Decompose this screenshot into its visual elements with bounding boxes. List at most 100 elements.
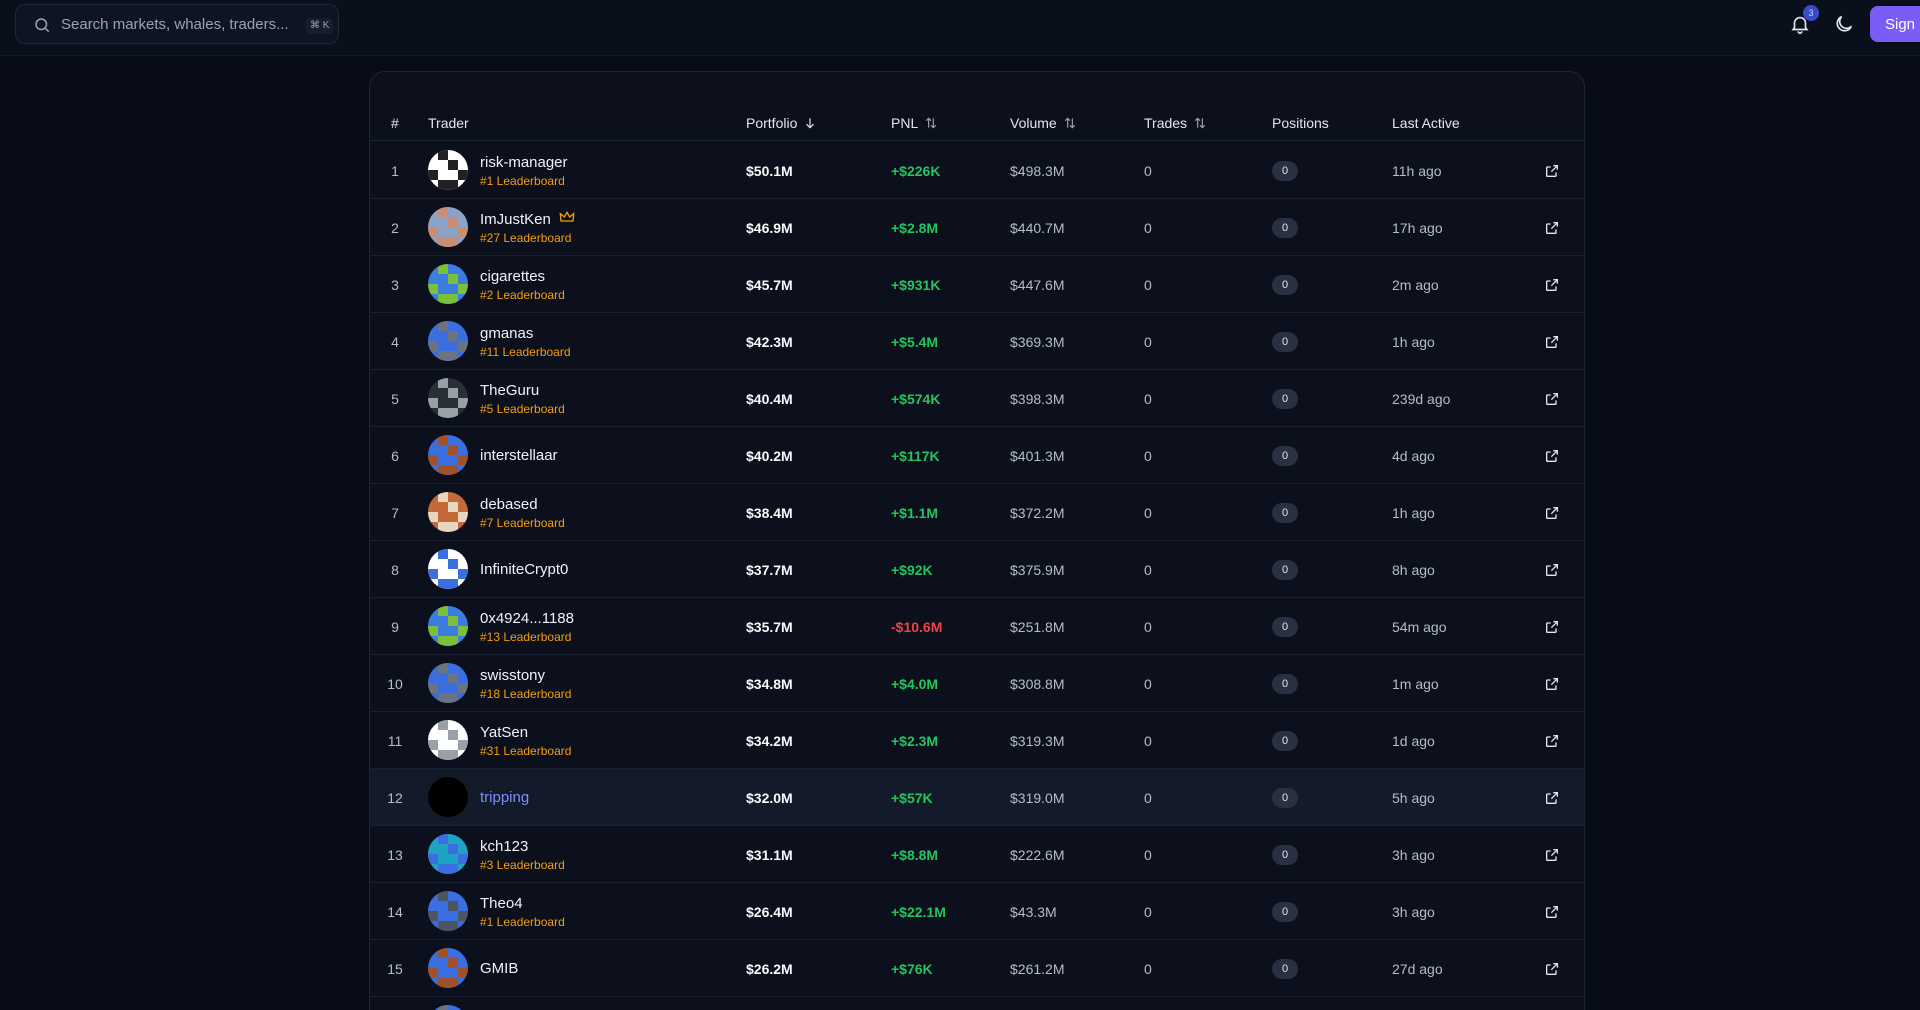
portfolio-value: $40.4M bbox=[746, 390, 793, 407]
pnl-value: +$574K bbox=[891, 390, 941, 407]
table-row[interactable]: 9 0x4924...1188 #13 Leaderboard $35.7M -$10.… bbox=[370, 598, 1584, 655]
table-row[interactable]: 7 debased #7 Leaderboard $38.4M +$1.1M $372.2… bbox=[370, 484, 1584, 541]
table-header: # Trader Portfolio PNL Volume Trades Pos… bbox=[370, 105, 1584, 141]
trader-name[interactable]: kch123 bbox=[480, 837, 529, 855]
search-input[interactable] bbox=[61, 5, 291, 43]
trader-name[interactable]: risk-manager bbox=[480, 153, 568, 171]
col-portfolio[interactable]: Portfolio bbox=[746, 115, 817, 131]
sort-icon bbox=[1194, 117, 1206, 129]
trader-name[interactable]: ImJustKen bbox=[480, 210, 551, 228]
trader-name-row: swisstony bbox=[480, 667, 571, 684]
external-link-icon[interactable] bbox=[1540, 142, 1564, 199]
avatar[interactable] bbox=[428, 549, 468, 589]
external-link-icon[interactable] bbox=[1540, 256, 1564, 313]
external-link-icon[interactable] bbox=[1540, 826, 1564, 883]
leaderboard-rank: #1 Leaderboard bbox=[480, 914, 565, 929]
bell-icon[interactable] bbox=[1789, 13, 1811, 35]
trader-name[interactable]: TheGuru bbox=[480, 381, 540, 399]
positions-cell: 0 bbox=[1272, 199, 1298, 256]
positions-cell: 0 bbox=[1272, 883, 1298, 940]
avatar[interactable] bbox=[428, 1005, 468, 1010]
search-shortcut: ⌘ K bbox=[306, 18, 334, 34]
external-link-icon[interactable] bbox=[1540, 883, 1564, 940]
trader-name[interactable]: YatSen bbox=[480, 723, 529, 741]
table-row[interactable]: 1 risk-manager #1 Leaderboard $50.1M +$226K $… bbox=[370, 142, 1584, 199]
table-row[interactable]: 11 YatSen #31 Leaderboard $34.2M +$2.3M $319.… bbox=[370, 712, 1584, 769]
avatar[interactable] bbox=[428, 834, 468, 874]
trader-name[interactable]: debased bbox=[480, 495, 538, 513]
trader-name[interactable]: tripping bbox=[480, 789, 530, 806]
trader-name[interactable]: InfiniteCrypt0 bbox=[480, 561, 569, 578]
search-box[interactable]: ⌘ K bbox=[15, 4, 339, 44]
trader-name[interactable]: interstellaar bbox=[480, 447, 558, 464]
positions-badge: 0 bbox=[1272, 730, 1298, 751]
trades-value: 0 bbox=[1144, 732, 1152, 749]
avatar[interactable] bbox=[428, 264, 468, 304]
table-row[interactable]: 4 gmanas #11 Leaderboard $42.3M +$5.4M $369.3… bbox=[370, 313, 1584, 370]
avatar[interactable] bbox=[428, 378, 468, 418]
trader-name-row: Theo4 bbox=[480, 895, 565, 912]
external-link-icon[interactable] bbox=[1540, 655, 1564, 712]
table-row[interactable]: 5 TheGuru #5 Leaderboard $40.4M +$574K $398.3… bbox=[370, 370, 1584, 427]
pnl-value: +$92K bbox=[891, 561, 933, 578]
table-row[interactable]: 3 cigarettes #2 Leaderboard $45.7M +$931K $44… bbox=[370, 256, 1584, 313]
table-row[interactable]: 12 tripping $32.0M +$57K $319.0M 0 0 5h ago bbox=[370, 769, 1584, 826]
sign-in-button[interactable]: Sign bbox=[1870, 6, 1920, 42]
avatar[interactable] bbox=[428, 207, 468, 247]
trader-name-row: kch123 bbox=[480, 838, 565, 855]
moon-icon[interactable] bbox=[1833, 13, 1855, 35]
external-link-icon[interactable] bbox=[1540, 541, 1564, 598]
avatar[interactable] bbox=[428, 321, 468, 361]
external-link-icon[interactable] bbox=[1540, 427, 1564, 484]
external-link-icon[interactable] bbox=[1540, 940, 1564, 997]
avatar[interactable] bbox=[428, 948, 468, 988]
avatar[interactable] bbox=[428, 150, 468, 190]
avatar[interactable] bbox=[428, 777, 468, 817]
volume-value: $375.9M bbox=[1010, 561, 1065, 578]
table-row[interactable]: 2 ImJustKen #27 Leaderboard $46.9M +$2.8M $44… bbox=[370, 199, 1584, 256]
external-link-icon[interactable] bbox=[1540, 712, 1564, 769]
avatar[interactable] bbox=[428, 606, 468, 646]
trader-cell: gmanas #11 Leaderboard bbox=[480, 313, 571, 370]
external-link-icon[interactable] bbox=[1540, 598, 1564, 655]
external-link-icon[interactable] bbox=[1540, 769, 1564, 826]
external-link-icon[interactable] bbox=[1540, 313, 1564, 370]
positions-badge: 0 bbox=[1272, 388, 1298, 409]
avatar[interactable] bbox=[428, 492, 468, 532]
col-volume[interactable]: Volume bbox=[1010, 115, 1077, 131]
col-pnl[interactable]: PNL bbox=[891, 115, 938, 131]
trader-name[interactable]: Theo4 bbox=[480, 894, 523, 912]
trader-name[interactable]: 0x4924...1188 bbox=[480, 609, 574, 627]
trades-value: 0 bbox=[1144, 504, 1152, 521]
col-trades[interactable]: Trades bbox=[1144, 115, 1207, 131]
trader-cell: 0x4924...1188 #13 Leaderboard bbox=[480, 598, 574, 655]
trader-name[interactable]: swisstony bbox=[480, 666, 546, 684]
table-row[interactable]: 8 InfiniteCrypt0 $37.7M +$92K $375.9M 0 0 8h ag… bbox=[370, 541, 1584, 598]
table-row[interactable]: 6 interstellaar $40.2M +$117K $401.3M 0 0 4d ag… bbox=[370, 427, 1584, 484]
external-link-icon[interactable] bbox=[1540, 199, 1564, 256]
avatar[interactable] bbox=[428, 663, 468, 703]
external-link-icon[interactable] bbox=[1540, 370, 1564, 427]
avatar[interactable] bbox=[428, 435, 468, 475]
pnl-value: +$76K bbox=[891, 960, 933, 977]
portfolio-value: $46.9M bbox=[746, 219, 793, 236]
table-row[interactable]: 10xBTClong bbox=[370, 997, 1584, 1010]
positions-cell: 0 bbox=[1272, 541, 1298, 598]
last-active-value: 1h ago bbox=[1392, 504, 1435, 521]
avatar[interactable] bbox=[428, 891, 468, 931]
volume-value: $372.2M bbox=[1010, 504, 1065, 521]
trader-name[interactable]: cigarettes bbox=[480, 267, 546, 285]
avatar[interactable] bbox=[428, 720, 468, 760]
last-active-value: 2m ago bbox=[1392, 276, 1439, 293]
pnl-value: +$226K bbox=[891, 162, 941, 179]
table-row[interactable]: 10 swisstony #18 Leaderboard $34.8M +$4.0M $3… bbox=[370, 655, 1584, 712]
trader-name[interactable]: GMIB bbox=[480, 960, 519, 977]
table-row[interactable]: 13 kch123 #3 Leaderboard $31.1M +$8.8M $222.6… bbox=[370, 826, 1584, 883]
trader-name[interactable]: gmanas bbox=[480, 324, 534, 342]
pnl-value: +$931K bbox=[891, 276, 941, 293]
table-row[interactable]: 14 Theo4 #1 Leaderboard $26.4M +$22.1M $43.3M… bbox=[370, 883, 1584, 940]
search-icon bbox=[35, 18, 50, 33]
external-link-icon[interactable] bbox=[1540, 484, 1564, 541]
table-row[interactable]: 15 GMIB $26.2M +$76K $261.2M 0 0 27d ago bbox=[370, 940, 1584, 997]
last-active-value: 1h ago bbox=[1392, 333, 1435, 350]
